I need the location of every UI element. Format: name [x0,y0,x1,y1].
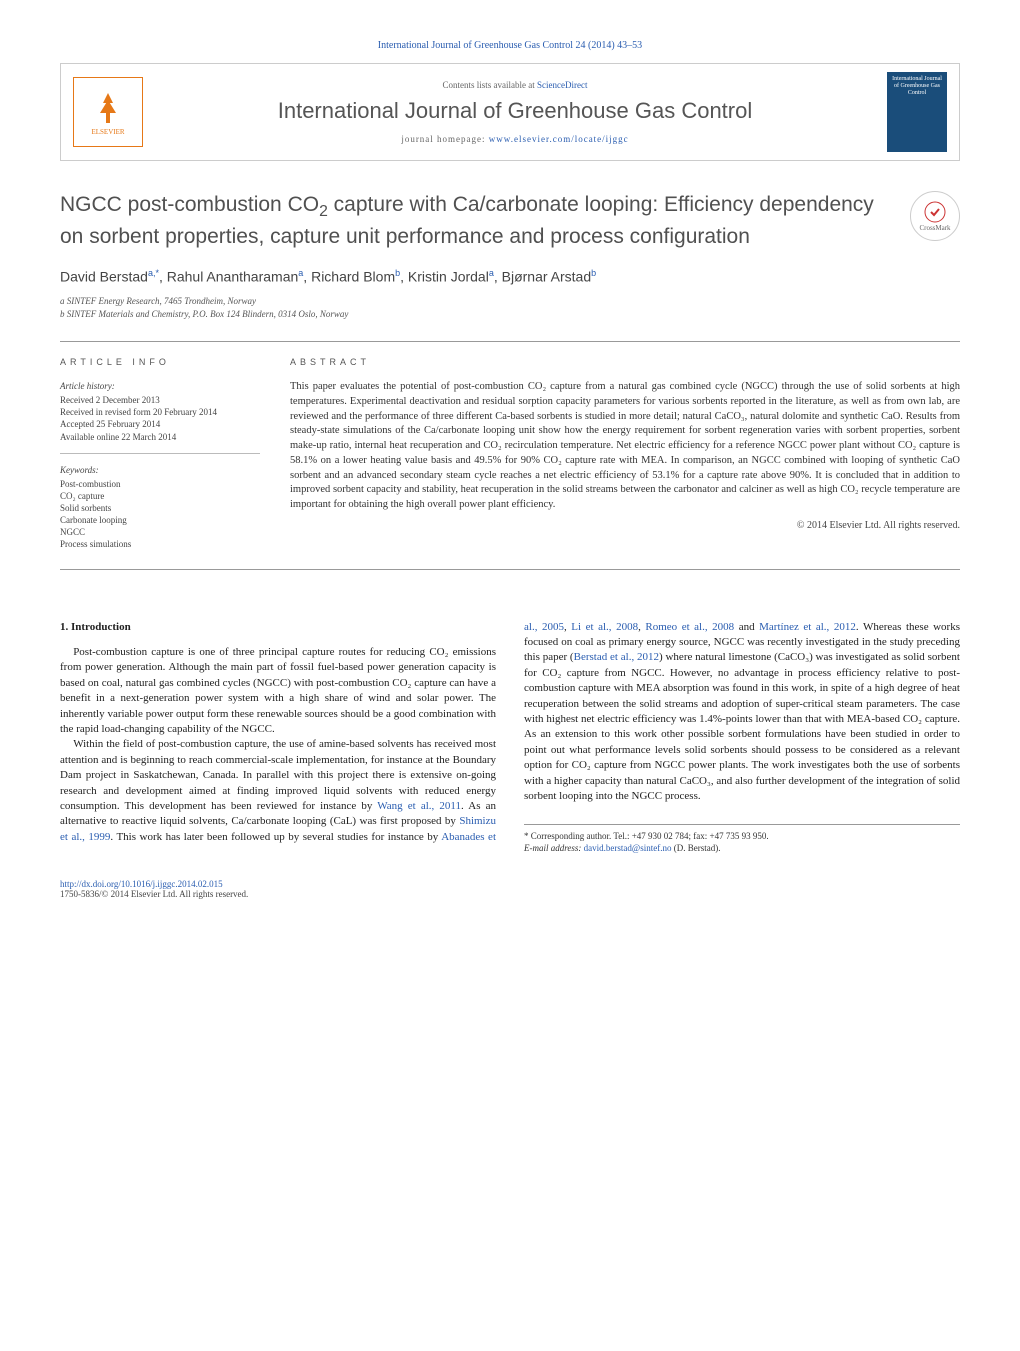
history-label: Article history: [60,380,260,392]
author-aff: a,* [148,268,159,278]
article-info-heading: article info [60,356,260,368]
co2-subscript: 2 [319,203,328,220]
author: David Berstad [60,269,148,285]
author: Bjørnar Arstad [502,269,591,285]
abstract-text: This paper evaluates the potential of po… [290,380,960,512]
crossmark-icon [923,200,947,224]
journal-name: International Journal of Greenhouse Gas … [143,98,887,124]
footnote: * Corresponding author. Tel.: +47 930 02… [524,824,960,854]
citation-link[interactable]: Wang et al., 2011 [377,800,461,812]
article-title: NGCC post-combustion CO2 capture with Ca… [60,191,960,250]
email-label: E-mail address: [524,843,584,853]
author: Richard Blom [311,269,395,285]
author-list: David Berstada,*, Rahul Anantharamana, R… [60,268,960,285]
abstract-copyright: © 2014 Elsevier Ltd. All rights reserved… [290,519,960,533]
journal-cover-thumb: International Journal of Greenhouse Gas … [887,72,947,152]
keyword: Post-combustion [60,478,260,490]
citation-link[interactable]: Li et al., 2008 [571,621,638,633]
info-abstract-row: article info Article history: Received 2… [60,341,960,570]
corresponding-author: * Corresponding author. Tel.: +47 930 02… [524,831,960,843]
author: Rahul Anantharaman [167,269,299,285]
text-run: and [734,621,759,633]
homepage-link[interactable]: www.elsevier.com/locate/ijggc [489,134,629,144]
text-run: . This work has later been followed up b… [110,831,441,843]
header-center: Contents lists available at ScienceDirec… [143,80,887,144]
crossmark-label: CrossMark [919,224,950,232]
article-history: Article history: Received 2 December 201… [60,380,260,454]
history-item: Received in revised form 20 February 201… [60,406,260,418]
sciencedirect-link[interactable]: ScienceDirect [537,80,587,90]
affiliation: b SINTEF Materials and Chemistry, P.O. B… [60,308,960,321]
citation-link[interactable]: Berstad et al., 2012 [574,651,659,663]
article-info: article info Article history: Received 2… [60,356,260,551]
affiliation: a SINTEF Energy Research, 7465 Trondheim… [60,295,960,308]
abstract-heading: abstract [290,356,960,369]
abstract: abstract This paper evaluates the potent… [290,356,960,551]
journal-header: ELSEVIER Contents lists available at Sci… [60,63,960,161]
affiliations: a SINTEF Energy Research, 7465 Trondheim… [60,295,960,321]
email-line: E-mail address: david.berstad@sintef.no … [524,843,960,855]
paragraph: Post-combustion capture is one of three … [60,645,496,737]
issn-rights: 1750-5836/© 2014 Elsevier Ltd. All right… [60,889,960,899]
title-block: NGCC post-combustion CO2 capture with Ca… [60,191,960,250]
history-item: Accepted 25 February 2014 [60,418,260,430]
author-aff: b [591,268,596,278]
keyword: Solid sorbents [60,502,260,514]
body-text: 1. Introduction Post-combustion capture … [60,620,960,855]
author-aff: a [489,268,494,278]
section-heading: 1. Introduction [60,620,496,635]
title-part-1: NGCC post-combustion CO [60,193,319,216]
author: Kristin Jordal [408,269,489,285]
doi-block: http://dx.doi.org/10.1016/j.ijggc.2014.0… [60,879,960,899]
contents-prefix: Contents lists available at [443,80,537,90]
keyword: NGCC [60,526,260,538]
elsevier-logo[interactable]: ELSEVIER [73,77,143,147]
citation-link[interactable]: Romeo et al., 2008 [645,621,734,633]
citation-line: International Journal of Greenhouse Gas … [60,40,960,51]
contents-available: Contents lists available at ScienceDirec… [143,80,887,90]
history-item: Received 2 December 2013 [60,394,260,406]
keywords-label: Keywords: [60,464,260,476]
crossmark-badge[interactable]: CrossMark [910,191,960,241]
author-aff: a [298,268,303,278]
citation-link[interactable]: Martínez et al., 2012 [759,621,856,633]
email-suffix: (D. Berstad). [671,843,720,853]
publisher-name: ELSEVIER [91,128,124,136]
journal-homepage: journal homepage: www.elsevier.com/locat… [143,134,887,144]
author-aff: b [395,268,400,278]
email-link[interactable]: david.berstad@sintef.no [584,843,672,853]
text-run: ) where natural limestone (CaCO₃) was in… [524,651,960,802]
keyword: CO₂ capture [60,490,260,502]
elsevier-tree-icon [88,88,128,128]
keyword: Process simulations [60,538,260,550]
keyword: Carbonate looping [60,514,260,526]
homepage-prefix: journal homepage: [401,134,488,144]
page: International Journal of Greenhouse Gas … [0,0,1020,949]
history-item: Available online 22 March 2014 [60,431,260,443]
doi-link[interactable]: http://dx.doi.org/10.1016/j.ijggc.2014.0… [60,879,223,889]
